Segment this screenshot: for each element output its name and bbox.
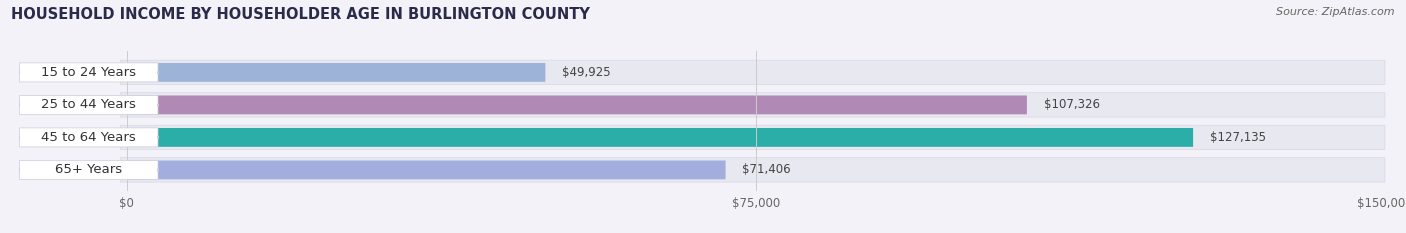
FancyBboxPatch shape [127,63,546,82]
Text: Source: ZipAtlas.com: Source: ZipAtlas.com [1277,7,1395,17]
FancyBboxPatch shape [20,95,157,114]
FancyBboxPatch shape [121,125,1385,150]
Text: $49,925: $49,925 [562,66,610,79]
FancyBboxPatch shape [20,63,157,82]
Text: 15 to 24 Years: 15 to 24 Years [41,66,136,79]
FancyBboxPatch shape [127,161,725,179]
Text: $71,406: $71,406 [742,163,792,176]
Text: 25 to 44 Years: 25 to 44 Years [41,98,136,111]
Text: 65+ Years: 65+ Years [55,163,122,176]
FancyBboxPatch shape [121,60,1385,85]
Text: HOUSEHOLD INCOME BY HOUSEHOLDER AGE IN BURLINGTON COUNTY: HOUSEHOLD INCOME BY HOUSEHOLDER AGE IN B… [11,7,591,22]
FancyBboxPatch shape [121,158,1385,182]
FancyBboxPatch shape [127,128,1194,147]
Text: $127,135: $127,135 [1211,131,1265,144]
FancyBboxPatch shape [20,160,157,179]
Text: $107,326: $107,326 [1043,98,1099,111]
FancyBboxPatch shape [121,93,1385,117]
FancyBboxPatch shape [20,128,157,147]
FancyBboxPatch shape [127,96,1026,114]
Text: 45 to 64 Years: 45 to 64 Years [41,131,136,144]
